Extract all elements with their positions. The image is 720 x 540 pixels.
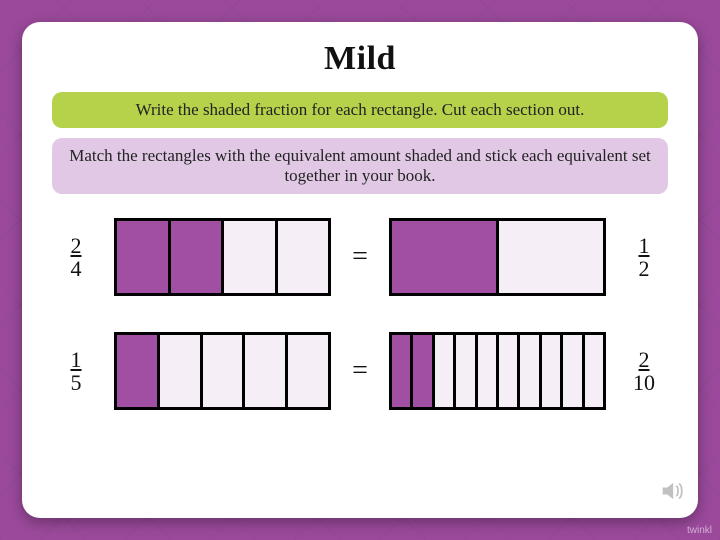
fraction-cell [499, 221, 603, 293]
fraction-row: 24=12 [52, 218, 668, 296]
fraction-cell [563, 335, 584, 407]
fraction-denominator: 10 [620, 371, 668, 394]
fraction-cell [499, 335, 520, 407]
fraction-cell [456, 335, 477, 407]
fraction-rows: 24=1215=210 [52, 218, 668, 410]
fraction-cell [224, 221, 278, 293]
fraction-right: 12 [620, 234, 668, 280]
fraction-left: 24 [52, 234, 100, 280]
fraction-row: 15 = 210 [52, 332, 668, 410]
fraction-cell [392, 335, 413, 407]
fraction-cell [203, 335, 246, 407]
fraction-numerator: 2 [52, 234, 100, 257]
worksheet-card: Mild Write the shaded fraction for each … [22, 22, 698, 518]
fraction-denominator: 4 [52, 257, 100, 280]
fraction-cell [278, 221, 329, 293]
fraction-numerator: 2 [620, 348, 668, 371]
fraction-cell [288, 335, 328, 407]
page-title: Mild [52, 40, 668, 78]
equals-sign: = [345, 355, 375, 387]
fraction-cell [245, 335, 288, 407]
fraction-cell [117, 221, 171, 293]
fraction-cell [478, 335, 499, 407]
fraction-right: 210 [620, 348, 668, 394]
fraction-bar-left [114, 218, 331, 296]
instruction-1: Write the shaded fraction for each recta… [52, 92, 668, 128]
fraction-cell [171, 221, 225, 293]
fraction-cell [520, 335, 541, 407]
fraction-numerator: 1 [52, 348, 100, 371]
fraction-cell [585, 335, 603, 407]
fraction-bar-right [389, 218, 606, 296]
fraction-cell [542, 335, 563, 407]
watermark: twinkl [687, 525, 712, 536]
fraction-bar-right [389, 332, 606, 410]
fraction-bar-left [114, 332, 331, 410]
fraction-denominator: 2 [620, 257, 668, 280]
fraction-cell [160, 335, 203, 407]
instruction-2: Match the rectangles with the equivalent… [52, 138, 668, 194]
fraction-cell [413, 335, 434, 407]
equals-sign: = [345, 241, 375, 273]
fraction-cell [117, 335, 160, 407]
fraction-cell [435, 335, 456, 407]
fraction-denominator: 5 [52, 371, 100, 394]
fraction-numerator: 1 [620, 234, 668, 257]
fraction-left: 15 [52, 348, 100, 394]
fraction-cell [392, 221, 499, 293]
speaker-icon [658, 477, 686, 510]
